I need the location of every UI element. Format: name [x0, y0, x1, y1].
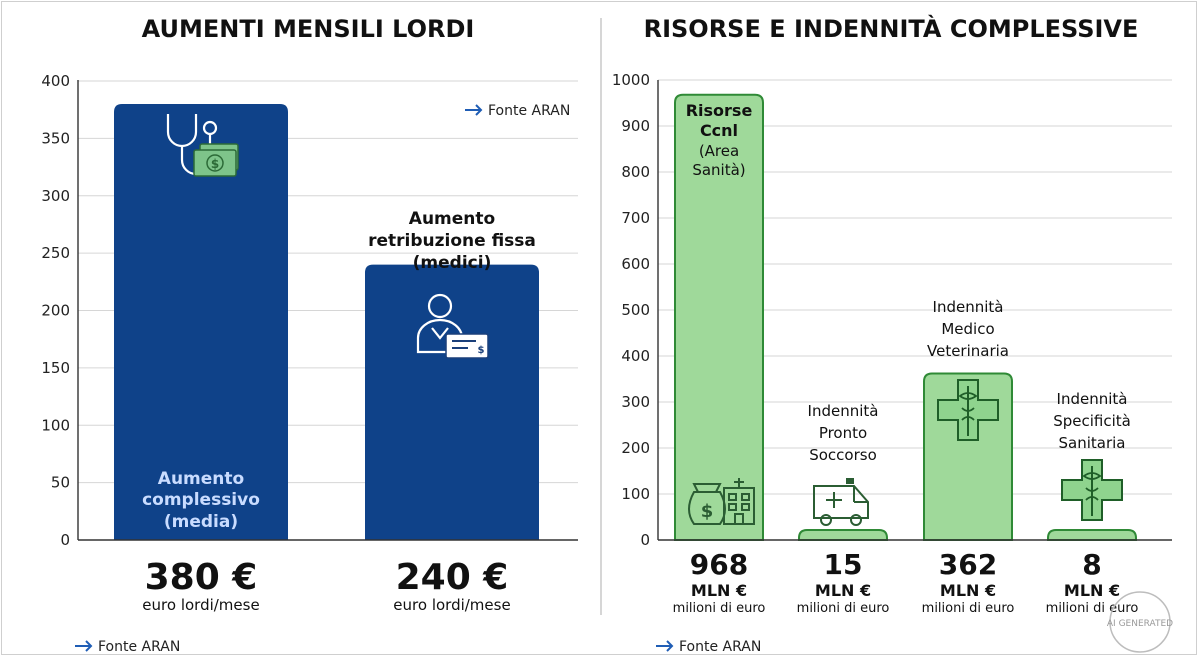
right-unit-label-3: MLN € [940, 581, 996, 600]
right-bar-1-label-line-1: Risorse [686, 101, 753, 120]
left-chart-title: AUMENTI MENSILI LORDI [142, 15, 475, 43]
left-y-tick-label: 300 [41, 187, 70, 205]
left-chart: AUMENTI MENSILI LORDI 0 50 100 150 200 250 300… [41, 15, 578, 655]
right-bar-2 [798, 529, 888, 541]
right-bar-1 [674, 93, 764, 541]
right-chart-title: RISORSE E INDENNITÀ COMPLESSIVE [644, 14, 1139, 43]
right-bar-4-label-line-2: Specificità [1053, 412, 1131, 430]
right-y-tick-label: 1000 [612, 71, 650, 89]
left-bar-1-label-line-3: (media) [164, 512, 238, 532]
left-unit-label-2: euro lordi/mese [393, 596, 510, 614]
right-bar-2-label-line-1: Indennità [808, 402, 879, 420]
arrow-right-icon [656, 640, 674, 652]
right-bar-4-label-line-3: Sanitaria [1059, 434, 1126, 452]
svg-text:$: $ [211, 157, 219, 171]
right-bar-4 [1047, 529, 1137, 541]
right-y-tick-labels: 0 100 200 300 400 500 600 700 800 900 1000 [612, 71, 650, 549]
arrow-right-icon [75, 640, 93, 652]
caduceus-cross-icon [937, 379, 999, 441]
right-unit-label-1: MLN € [691, 581, 747, 600]
right-value-label-2: 15 [824, 548, 863, 581]
left-unit-label-1: euro lordi/mese [142, 596, 259, 614]
right-bar-3-label-line-1: Indennità [933, 298, 1004, 316]
left-y-tick-label: 150 [41, 359, 70, 377]
right-bar-3-label-line-2: Medico [941, 320, 994, 338]
left-bar-1-label-line-2: complessivo [142, 490, 260, 510]
left-source-top-text: Fonte ARAN [488, 103, 570, 119]
left-source-bottom-text: Fonte ARAN [98, 639, 180, 655]
left-y-tick-label: 200 [41, 302, 70, 320]
right-y-tick-label: 400 [621, 347, 650, 365]
doctor-check-icon: $ [416, 293, 489, 359]
ambulance-icon [813, 478, 869, 526]
right-y-tick-label: 900 [621, 117, 650, 135]
right-y-tick-label: 0 [640, 531, 650, 549]
right-value-label-3: 362 [939, 548, 997, 581]
right-bar-1-label-line-2: Ccnl [700, 121, 738, 140]
left-y-tick-labels: 0 50 100 150 200 250 300 350 400 [41, 72, 70, 549]
left-bar-1-label-line-1: Aumento [158, 469, 244, 489]
right-unit-label-4: MLN € [1064, 581, 1120, 600]
stethoscope-money-icon: $ [166, 114, 239, 177]
svg-text:$: $ [701, 501, 714, 522]
left-y-tick-label: 250 [41, 244, 70, 262]
left-y-tick-label: 0 [60, 531, 70, 549]
left-bar-1 [114, 103, 288, 540]
caduceus-cross-icon [1061, 459, 1123, 521]
right-sub-label-2: milioni di euro [797, 601, 890, 616]
right-sub-label-3: milioni di euro [922, 601, 1015, 616]
left-source-bottom: Fonte ARAN [75, 639, 180, 655]
right-bar-4-label-line-1: Indennità [1057, 390, 1128, 408]
right-y-tick-label: 600 [621, 255, 650, 273]
right-y-tick-label: 800 [621, 163, 650, 181]
left-bar-2 [365, 264, 539, 540]
right-sub-label-1: milioni di euro [673, 601, 766, 616]
left-bar-2-label-line-1: Aumento [409, 209, 495, 229]
left-value-label-1: 380 € [145, 557, 258, 598]
right-bar-1-label-line-4: Sanità) [692, 161, 745, 179]
left-bars [114, 103, 539, 540]
watermark-text: AI GENERATED [1107, 619, 1173, 629]
left-value-label-2: 240 € [396, 557, 509, 598]
left-y-tick-label: 350 [41, 129, 70, 147]
right-bar-1-label-line-3: (Area [699, 142, 739, 160]
svg-text:$: $ [478, 345, 485, 356]
left-bar-2-label-line-2: retribuzione fissa [368, 231, 536, 251]
left-bar-2-label-line-3: (medici) [413, 253, 492, 273]
right-bar-2-label-line-2: Pronto [819, 424, 867, 442]
right-y-tick-label: 300 [621, 393, 650, 411]
right-bar-2-label-line-3: Soccorso [809, 446, 877, 464]
right-y-tick-label: 200 [621, 439, 650, 457]
money-bag-hospital-icon: $ [688, 478, 755, 525]
left-y-tick-label: 100 [41, 416, 70, 434]
right-value-label-1: 968 [690, 548, 748, 581]
left-source-top: Fonte ARAN [465, 103, 570, 119]
left-y-tick-label: 50 [51, 474, 70, 492]
right-bar-3-label-line-3: Veterinaria [927, 342, 1009, 360]
right-chart: RISORSE E INDENNITÀ COMPLESSIVE 0 100 200 3… [612, 14, 1172, 655]
right-source-bottom: Fonte ARAN [656, 639, 761, 655]
right-source-bottom-text: Fonte ARAN [679, 639, 761, 655]
arrow-right-icon [465, 104, 483, 116]
right-sub-label-4: milioni di euro [1046, 601, 1139, 616]
right-unit-label-2: MLN € [815, 581, 871, 600]
ai-generated-watermark: AI GENERATED [1107, 591, 1173, 653]
right-y-tick-label: 100 [621, 485, 650, 503]
right-value-label-4: 8 [1082, 548, 1101, 581]
right-y-tick-label: 700 [621, 209, 650, 227]
right-y-tick-label: 500 [621, 301, 650, 319]
left-y-tick-label: 400 [41, 72, 70, 90]
